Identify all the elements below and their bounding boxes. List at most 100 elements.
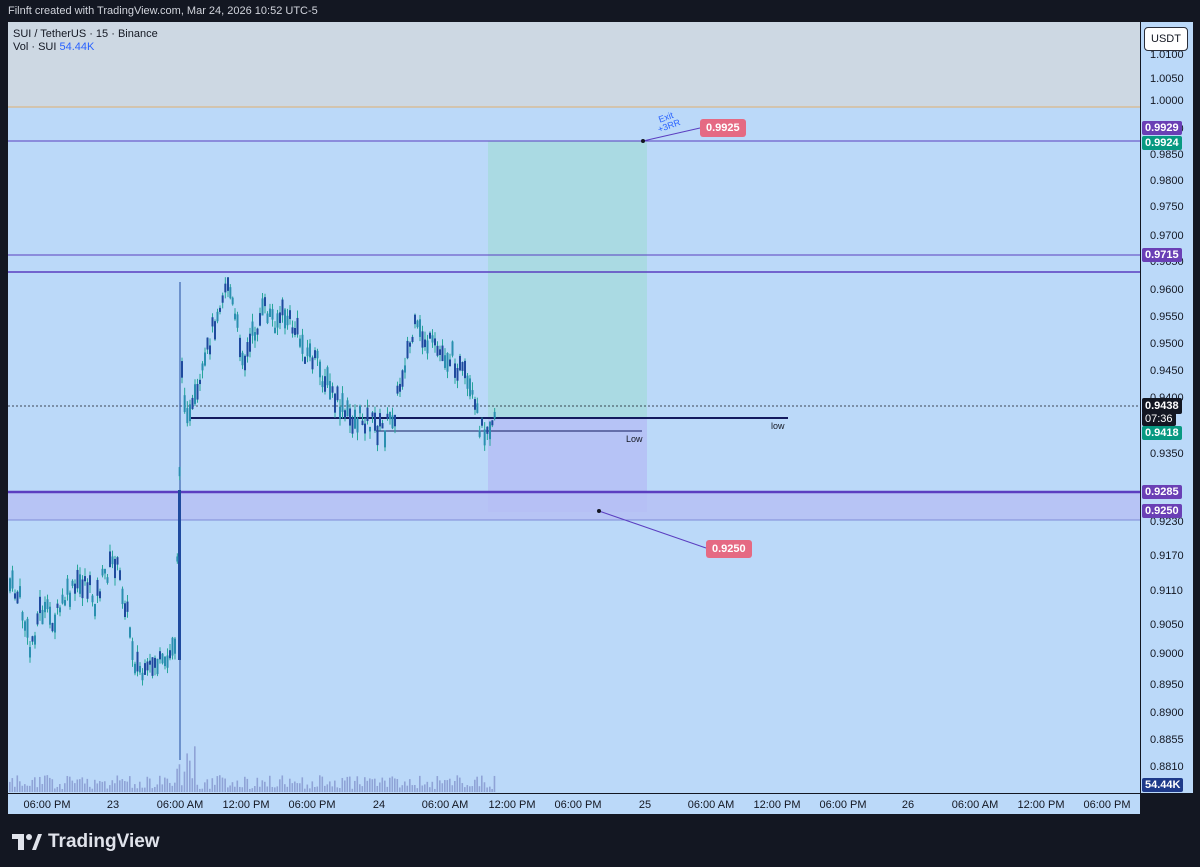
volume-bar	[264, 781, 266, 792]
candle-body	[109, 551, 111, 568]
volume-bar	[176, 768, 178, 792]
volume-bar	[219, 775, 221, 792]
candle-body	[79, 574, 81, 594]
price-chart[interactable]	[0, 0, 1140, 815]
candle-body	[394, 414, 396, 427]
volume-bar	[401, 785, 404, 792]
volume-bar	[136, 788, 139, 792]
volume-bar	[229, 785, 231, 792]
volume-bar	[227, 787, 229, 792]
time-tick-label: 06:00 AM	[156, 799, 204, 811]
volume-bar	[466, 785, 469, 792]
volume-bar	[254, 786, 256, 792]
candle-body	[436, 345, 439, 356]
price-tick-label: 1.0000	[1150, 95, 1184, 107]
volume-bar	[159, 775, 161, 792]
candle-body	[139, 665, 141, 673]
candle-body	[414, 314, 416, 325]
candle-body	[56, 603, 59, 608]
volume-bar	[319, 775, 321, 792]
volume-bar	[431, 781, 434, 792]
candle-body	[256, 328, 259, 335]
volume-bar	[256, 777, 259, 792]
stop-price-callout[interactable]: 0.9250	[706, 540, 752, 558]
candle-body	[164, 656, 166, 667]
volume-bar	[46, 775, 49, 792]
volume-bar	[199, 788, 201, 792]
volume-bar	[246, 778, 249, 792]
candle-body	[274, 327, 276, 334]
candle-body	[19, 586, 21, 598]
price-tick-label: 1.0100	[1150, 49, 1184, 61]
volume-bar	[486, 787, 488, 792]
vol-label: Vol · SUI	[13, 41, 57, 53]
candle-body	[461, 362, 464, 371]
volume-bar	[69, 776, 71, 792]
currency-button[interactable]: USDT	[1144, 27, 1188, 51]
candle-body	[74, 583, 76, 594]
volume-bar	[301, 777, 304, 792]
brand-name: TradingView	[48, 831, 160, 852]
volume-bar	[396, 779, 399, 792]
volume-bars-group	[9, 746, 496, 792]
candle-body	[336, 386, 339, 401]
candle-body	[66, 578, 69, 595]
volume-bar	[354, 780, 356, 792]
candle-body	[296, 317, 299, 335]
candle-body	[54, 614, 56, 633]
target-price-callout[interactable]: 0.9925	[700, 119, 746, 137]
candle-body	[311, 357, 314, 370]
price-tick-label: 0.8810	[1150, 761, 1184, 773]
candle-body	[9, 578, 11, 592]
candle-body	[26, 618, 29, 638]
candle-body	[389, 411, 391, 420]
volume-bar	[84, 783, 86, 792]
volume-bar	[284, 784, 286, 792]
volume-bar	[234, 786, 236, 792]
candle-body	[404, 365, 406, 373]
target-zone	[488, 141, 647, 419]
time-tick-label: 06:00 AM	[687, 799, 735, 811]
volume-bar	[209, 788, 211, 792]
price-tick-label: 0.9750	[1150, 201, 1184, 213]
price-tick-label: 0.9500	[1150, 338, 1184, 350]
candle-body	[114, 558, 116, 579]
volume-bar	[178, 764, 181, 792]
symbol-line: SUI / TetherUS · 15 · Binance	[13, 28, 158, 40]
volume-bar	[19, 781, 21, 792]
candle-body	[186, 408, 189, 424]
candles-group	[9, 277, 496, 686]
candle-body	[149, 660, 151, 665]
time-axis[interactable]: 06:00 PM 23 06:00 AM 12:00 PM 06:00 PM 24 06:0…	[8, 793, 1140, 814]
volume-bar	[374, 778, 376, 792]
candle-body	[239, 337, 241, 358]
candle-body	[214, 321, 216, 340]
candle-body	[159, 651, 161, 660]
price-tick-label: 0.9800	[1150, 175, 1184, 187]
volume-bar	[94, 779, 96, 792]
candle-body	[94, 603, 96, 617]
volume-bar	[411, 785, 414, 792]
target-leader	[642, 127, 701, 142]
candle-body	[121, 588, 124, 605]
tradingview-logo[interactable]: TradingView	[12, 831, 160, 853]
candle-body	[476, 403, 479, 413]
candle-body	[156, 658, 159, 675]
volume-bar	[251, 788, 254, 792]
volume-bar	[456, 775, 459, 792]
volume-bar	[426, 781, 429, 792]
low-label-main: low	[771, 421, 785, 431]
chart-legend: SUI / TetherUS · 15 · Binance Vol · SUI …	[13, 28, 158, 54]
volume-bar	[331, 786, 334, 792]
volume-bar	[154, 786, 156, 792]
candle-body	[181, 361, 183, 378]
volume-bar	[491, 788, 493, 792]
time-tick-label: 23	[106, 799, 120, 811]
candle-body	[339, 406, 341, 419]
low-label-short: Low	[626, 434, 643, 444]
volume-bar	[441, 783, 444, 792]
volume-bar	[366, 780, 369, 792]
volume-bar	[156, 784, 159, 792]
candle-body	[419, 319, 421, 337]
volume-bar	[271, 786, 274, 792]
